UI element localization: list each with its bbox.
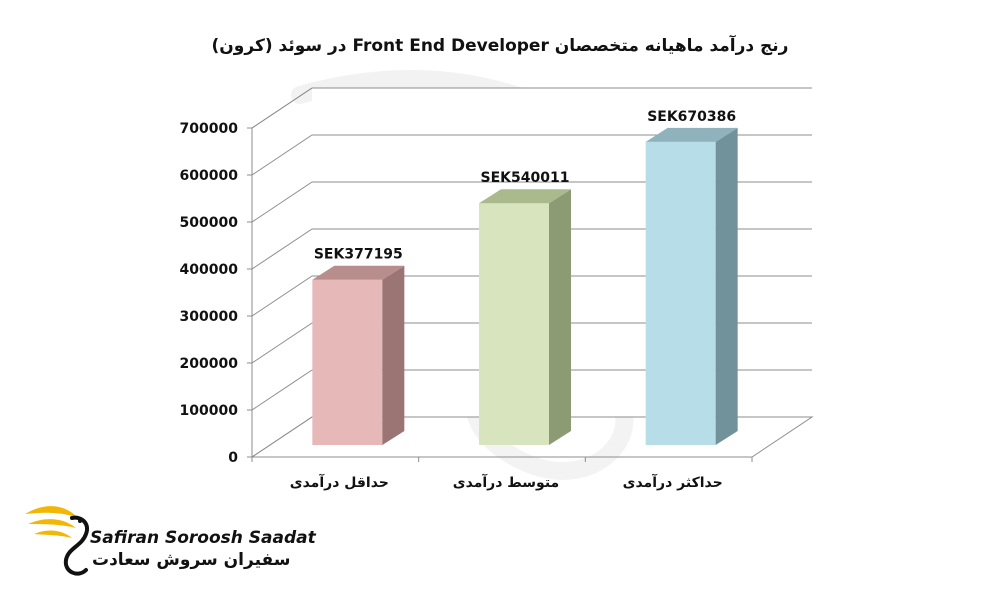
y-tick-label: 500000 <box>180 215 239 231</box>
x-tick-label: متوسط درآمدی <box>453 473 559 491</box>
y-tick-label: 400000 <box>180 262 239 278</box>
gridline-diagonal <box>251 369 313 411</box>
y-tick-label: 600000 <box>180 168 239 184</box>
y-tick-label: 300000 <box>180 309 239 325</box>
bar-side <box>382 265 405 445</box>
y-tick-label: 100000 <box>180 403 239 419</box>
gridline-diagonal <box>251 87 313 129</box>
bar <box>479 189 571 445</box>
bar-front <box>645 141 716 445</box>
y-tick-label: 700000 <box>180 121 239 137</box>
bar-front <box>312 279 383 445</box>
x-tick-label: حداقل درآمدی <box>290 473 389 491</box>
y-tick-label: 0 <box>228 450 238 466</box>
gridline-diagonal <box>251 181 313 223</box>
brand-logo: Safiran Soroosh Saadat سفیران سروش سعادت <box>20 494 316 584</box>
logo-text-english: Safiran Soroosh Saadat <box>90 528 316 548</box>
bar <box>312 265 405 445</box>
data-label: SEK670386 <box>647 109 736 125</box>
gridline-diagonal <box>251 275 313 317</box>
bar-top <box>479 189 571 204</box>
gridline-diagonal <box>251 416 313 458</box>
bar-top <box>645 127 738 142</box>
side-wall <box>251 87 313 457</box>
data-label: SEK377195 <box>314 247 403 263</box>
bird-logo-icon <box>25 506 89 576</box>
bar-side <box>549 189 571 445</box>
bar-top <box>312 265 405 280</box>
y-tick-label: 200000 <box>180 356 239 372</box>
bar-front <box>479 203 549 445</box>
gridline-diagonal <box>251 228 313 270</box>
gridline-diagonal <box>251 134 313 176</box>
bar <box>645 127 738 445</box>
chart-title: رنج درآمد ماهیانه متخصصان Front End Deve… <box>211 36 789 56</box>
data-label: SEK540011 <box>481 170 570 186</box>
bar-side <box>715 127 738 445</box>
gridline-diagonal <box>251 322 313 364</box>
x-tick-label: حداکثر درآمدی <box>623 473 723 491</box>
logo-text-persian: سفیران سروش سعادت <box>92 550 291 570</box>
